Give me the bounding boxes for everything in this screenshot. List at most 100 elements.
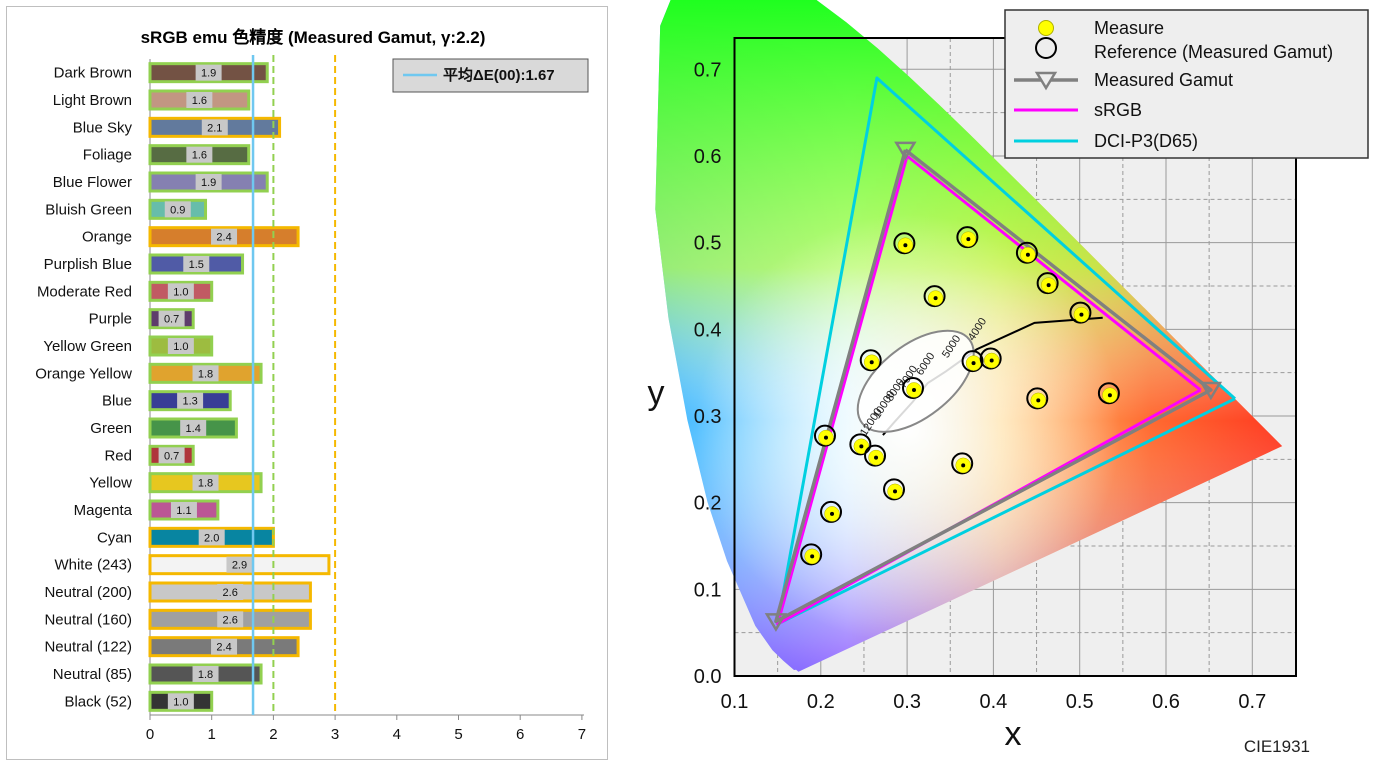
y-tick-label: 0.1 — [694, 579, 722, 601]
value-label-bg — [158, 447, 185, 464]
measure-point-center — [823, 435, 828, 440]
value-label: 1.9 — [201, 68, 216, 80]
value-label-bg — [217, 611, 244, 628]
category-label: Green — [90, 420, 132, 437]
gamut-measured-gamut — [774, 148, 1213, 624]
value-label-bg — [198, 529, 225, 546]
reference-point — [813, 424, 836, 447]
value-label: 0.9 — [170, 204, 185, 216]
category-label: Red — [104, 447, 132, 464]
value-label: 1.5 — [189, 259, 204, 271]
category-label: Black (52) — [64, 693, 132, 710]
measure-point-center — [1025, 252, 1030, 257]
bar-chart-panel: sRGB emu 色精度 (Measured Gamut, γ:2.2) Dar… — [6, 6, 608, 760]
category-label: Blue Flower — [53, 174, 132, 191]
value-label: 0.7 — [164, 314, 179, 326]
value-label: 2.9 — [232, 560, 247, 572]
reference-point — [883, 478, 906, 501]
category-label: Bluish Green — [45, 201, 132, 218]
reference-point — [849, 433, 872, 456]
value-label-bg — [177, 392, 204, 409]
value-label: 2.6 — [223, 614, 238, 626]
category-label: Cyan — [97, 529, 132, 546]
y-tick-label: 0.6 — [694, 146, 722, 168]
legend-label: sRGB — [1094, 100, 1142, 120]
y-tick-label: 0.4 — [694, 319, 722, 341]
reference-point — [1069, 301, 1092, 324]
category-label: Moderate Red — [37, 283, 132, 300]
value-label-bg — [167, 283, 194, 300]
value-label-bg — [167, 693, 194, 710]
value-label: 1.6 — [192, 95, 207, 107]
y-tick-label: 0.3 — [694, 406, 722, 428]
category-label: Blue — [102, 393, 132, 410]
category-label: Neutral (122) — [44, 639, 132, 656]
value-label-bg — [164, 201, 191, 218]
value-label-bg — [201, 119, 228, 136]
value-label-bg — [192, 666, 219, 682]
cie1931-label: CIE1931 — [1244, 737, 1310, 756]
category-label: Orange — [82, 229, 132, 246]
x-tick-label: 0.6 — [1152, 691, 1180, 713]
value-label: 1.3 — [182, 396, 197, 408]
measure-point-center — [874, 455, 879, 460]
measure-point-center — [966, 237, 971, 242]
x-tick-label: 0.4 — [979, 691, 1007, 713]
measure-point-center — [1107, 393, 1112, 398]
x-axis-label: x — [1005, 715, 1022, 753]
legend: Measure Reference (Measured Gamut) Measure… — [1004, 9, 1369, 159]
reference-point — [820, 500, 843, 523]
reference-point — [800, 543, 823, 566]
value-label: 1.8 — [198, 669, 213, 681]
legend-measured-gamut-marker — [1034, 71, 1058, 91]
x-tick-label: 2 — [269, 726, 277, 743]
value-label-bg — [195, 64, 222, 81]
measure-point-center — [859, 444, 864, 449]
value-label: 1.4 — [186, 423, 201, 435]
value-label-bg — [211, 228, 238, 245]
measure-point-center — [903, 243, 908, 248]
value-label-bg — [226, 556, 253, 573]
x-tick-label: 0.1 — [721, 691, 749, 713]
measure-point-center — [933, 296, 938, 301]
measure-point-center — [971, 361, 976, 366]
value-label: 0.7 — [164, 450, 179, 462]
measure-point-center — [1036, 398, 1041, 403]
measure-point-center — [1046, 283, 1051, 288]
reference-point — [1026, 387, 1049, 410]
value-label: 1.9 — [201, 177, 216, 189]
reference-point — [902, 376, 925, 399]
category-label: White (243) — [54, 557, 132, 574]
value-label: 1.0 — [173, 286, 188, 298]
y-axis-label: y — [648, 374, 665, 412]
x-tick-label: 1 — [208, 726, 216, 743]
delta-e-bar-chart: sRGB emu 色精度 (Measured Gamut, γ:2.2) Dar… — [35, 27, 589, 743]
value-label: 1.8 — [198, 478, 213, 490]
cct-label-ellipse — [856, 329, 975, 433]
legend-box — [1004, 9, 1369, 159]
value-label: 2.4 — [216, 232, 231, 244]
reference-point — [859, 349, 882, 372]
legend-reference-swatch — [1035, 37, 1057, 59]
category-label: Neutral (200) — [44, 584, 132, 601]
x-tick-label: 0 — [146, 726, 154, 743]
x-tick-label: 7 — [578, 726, 586, 743]
legend-label: Measure — [1094, 18, 1164, 38]
reference-point — [1036, 272, 1059, 295]
value-label-bg — [211, 638, 238, 655]
y-tick-label: 0.5 — [694, 233, 722, 255]
value-label: 2.1 — [207, 122, 222, 134]
category-label: Dark Brown — [54, 65, 132, 82]
legend-measure-swatch — [1038, 20, 1054, 36]
measure-point-center — [912, 387, 917, 392]
legend-label: Reference (Measured Gamut) — [1094, 42, 1333, 62]
x-tick-label: 0.3 — [893, 691, 921, 713]
category-label: Neutral (160) — [44, 611, 132, 628]
gamut-vertex-marker — [764, 613, 788, 632]
measure-point-center — [830, 511, 835, 516]
value-label-bg — [183, 256, 210, 272]
legend-label: DCI-P3(D65) — [1094, 131, 1198, 151]
category-label: Magenta — [74, 502, 133, 519]
value-label-bg — [186, 146, 213, 163]
